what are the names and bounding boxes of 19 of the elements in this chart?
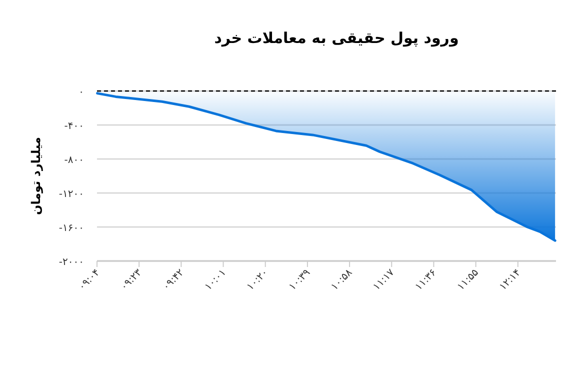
y-tick-label: -۴۰۰: [64, 121, 84, 132]
x-tick-label: ۱۱:۳۶: [413, 267, 439, 293]
x-tick-label: ۰۹:۴۲: [160, 267, 186, 293]
x-tick-label: ۱۰:۳۹: [287, 267, 313, 293]
y-axis-title: میلیارد تومان: [29, 136, 43, 216]
y-tick-label: -۱۶۰۰: [58, 223, 84, 234]
chart-title: ورود پول حقیقی به معاملات خرد: [214, 29, 459, 47]
x-tick-label: ۱۲:۱۴: [498, 267, 524, 293]
x-tick-label: ۱۰:۵۸: [329, 266, 356, 293]
x-tick-label: ۰۹:۰۴: [76, 267, 102, 293]
x-tick-label: ۱۱:۱۷: [371, 266, 398, 293]
x-tick-label: ۱۰:۲۰: [245, 267, 270, 293]
y-tick-label: -۲۰۰۰: [58, 257, 84, 268]
y-tick-label: -۸۰۰: [64, 155, 84, 166]
y-tick-label: ۰: [78, 87, 84, 98]
y-tick-label: -۱۲۰۰: [58, 189, 84, 200]
x-tick-label: ۰۹:۲۳: [118, 266, 145, 293]
x-tick-label: ۱۰:۰۱: [203, 267, 228, 293]
x-tick-label: ۱۱:۵۵: [456, 267, 481, 293]
